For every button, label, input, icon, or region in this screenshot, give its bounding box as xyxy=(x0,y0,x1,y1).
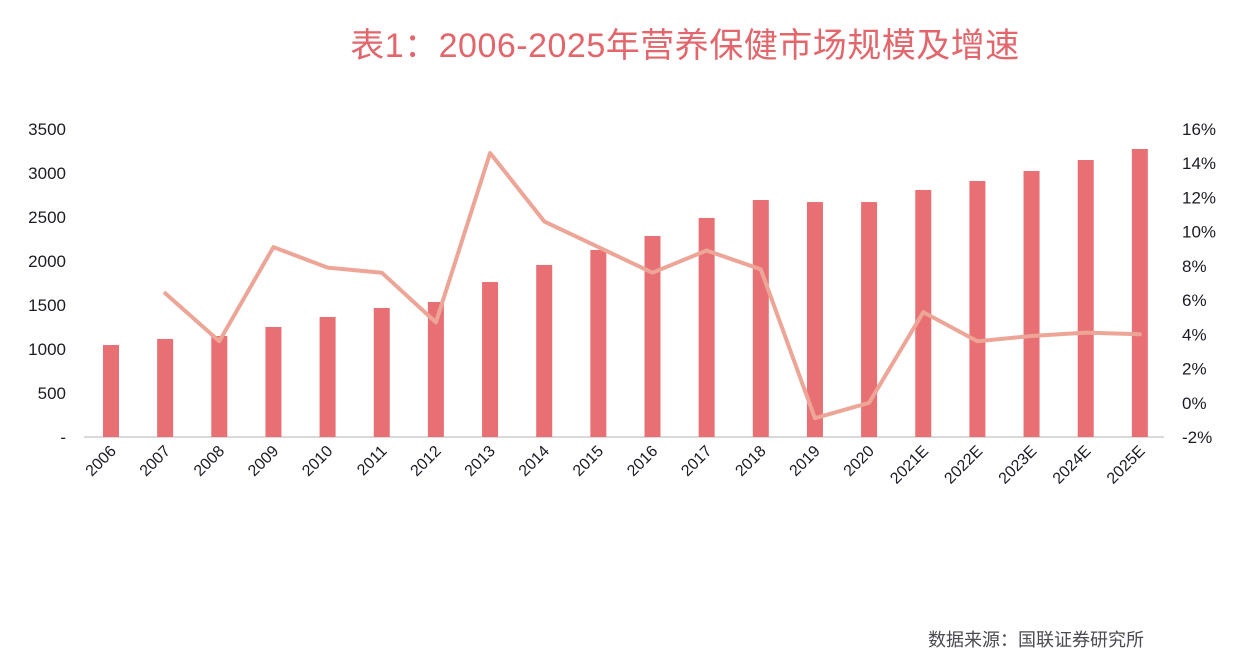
bar-2010 xyxy=(319,316,336,437)
bar-2017 xyxy=(698,217,715,437)
x-axis-tick-label: 2012 xyxy=(408,443,445,480)
bar-2023E xyxy=(1023,170,1040,437)
x-axis-tick-label: 2006 xyxy=(83,443,120,480)
bar-2025E xyxy=(1131,148,1148,437)
data-source-note: 数据来源：国联证券研究所 xyxy=(928,630,1144,651)
right-axis-tick-label: 16% xyxy=(1182,120,1216,139)
x-axis-tick-label: 2017 xyxy=(678,443,715,480)
right-y-axis: -2% 0% 2% 4% 6% 8% 10% 12% 14% 16% xyxy=(1182,120,1216,447)
bar-2016 xyxy=(644,236,661,437)
right-axis-tick-label: 4% xyxy=(1182,325,1207,344)
bar-2011 xyxy=(373,307,390,437)
bar-2014 xyxy=(536,264,553,437)
left-axis-tick-label: 2000 xyxy=(28,252,66,271)
line-series-growth-rate xyxy=(163,151,1142,421)
x-axis-tick-label: 2010 xyxy=(299,443,336,480)
bar-2019 xyxy=(806,202,823,437)
left-axis-tick-label: 1000 xyxy=(28,340,66,359)
bar-2022E xyxy=(969,181,986,437)
x-axis-tick-label: 2018 xyxy=(732,443,769,480)
x-axis-tick-label: 2015 xyxy=(570,443,607,480)
x-axis-tick-label: 2020 xyxy=(841,443,878,480)
bar-series-market-size xyxy=(103,148,1148,437)
x-axis-tick-label: 2023E xyxy=(996,443,1041,488)
right-axis-tick-label: 10% xyxy=(1182,223,1216,242)
left-axis-tick-label: 1500 xyxy=(28,296,66,315)
bar-2007 xyxy=(157,338,174,437)
x-axis-tick-label: 2025E xyxy=(1104,443,1149,488)
right-axis-tick-label: 6% xyxy=(1182,291,1207,310)
right-axis-tick-label: 0% xyxy=(1182,394,1207,413)
x-axis-tick-label: 2008 xyxy=(191,443,228,480)
right-axis-tick-label: 12% xyxy=(1182,188,1216,207)
bar-2015 xyxy=(590,250,607,437)
bar-2024E xyxy=(1077,159,1094,437)
x-axis-tick-label: 2021E xyxy=(887,443,932,488)
bar-2009 xyxy=(265,327,282,437)
bar-2020 xyxy=(861,202,878,437)
x-axis-tick-label: 2024E xyxy=(1050,443,1095,488)
left-axis-tick-label: 2500 xyxy=(28,208,66,227)
left-y-axis: - 500 1000 1500 2000 2500 3000 3500 xyxy=(28,120,66,447)
left-axis-tick-label: 3000 xyxy=(28,164,66,183)
x-axis-tick-label: 2016 xyxy=(624,443,661,480)
bar-2008 xyxy=(211,335,228,437)
x-axis-tick-label: 2011 xyxy=(354,443,390,479)
x-axis-tick-label: 2009 xyxy=(245,443,282,480)
bar-2018 xyxy=(752,200,769,437)
x-axis-tick-label: 2014 xyxy=(516,443,553,480)
right-axis-tick-label: 8% xyxy=(1182,257,1207,276)
right-axis-tick-label: 2% xyxy=(1182,360,1207,379)
right-axis-tick-label: 14% xyxy=(1182,154,1216,173)
chart-title: 表1：2006-2025年营养保健市场规模及增速 xyxy=(350,27,1020,65)
right-axis-tick-label: -2% xyxy=(1182,428,1212,447)
x-axis-tick-label: 2019 xyxy=(787,443,824,480)
x-axis-labels: 2006 2007 2008 2009 2010 2011 2012 2013 2014 2015… xyxy=(83,443,1149,488)
bar-2013 xyxy=(482,282,499,437)
x-axis-tick-label: 2013 xyxy=(462,443,499,480)
bar-2012 xyxy=(427,302,444,437)
x-axis-tick-label: 2022E xyxy=(941,443,986,488)
left-axis-tick-label: - xyxy=(60,428,66,447)
bar-2006 xyxy=(103,345,119,437)
left-axis-tick-label: 3500 xyxy=(28,120,66,139)
x-axis-tick-label: 2007 xyxy=(137,443,174,480)
left-axis-tick-label: 500 xyxy=(38,384,66,403)
